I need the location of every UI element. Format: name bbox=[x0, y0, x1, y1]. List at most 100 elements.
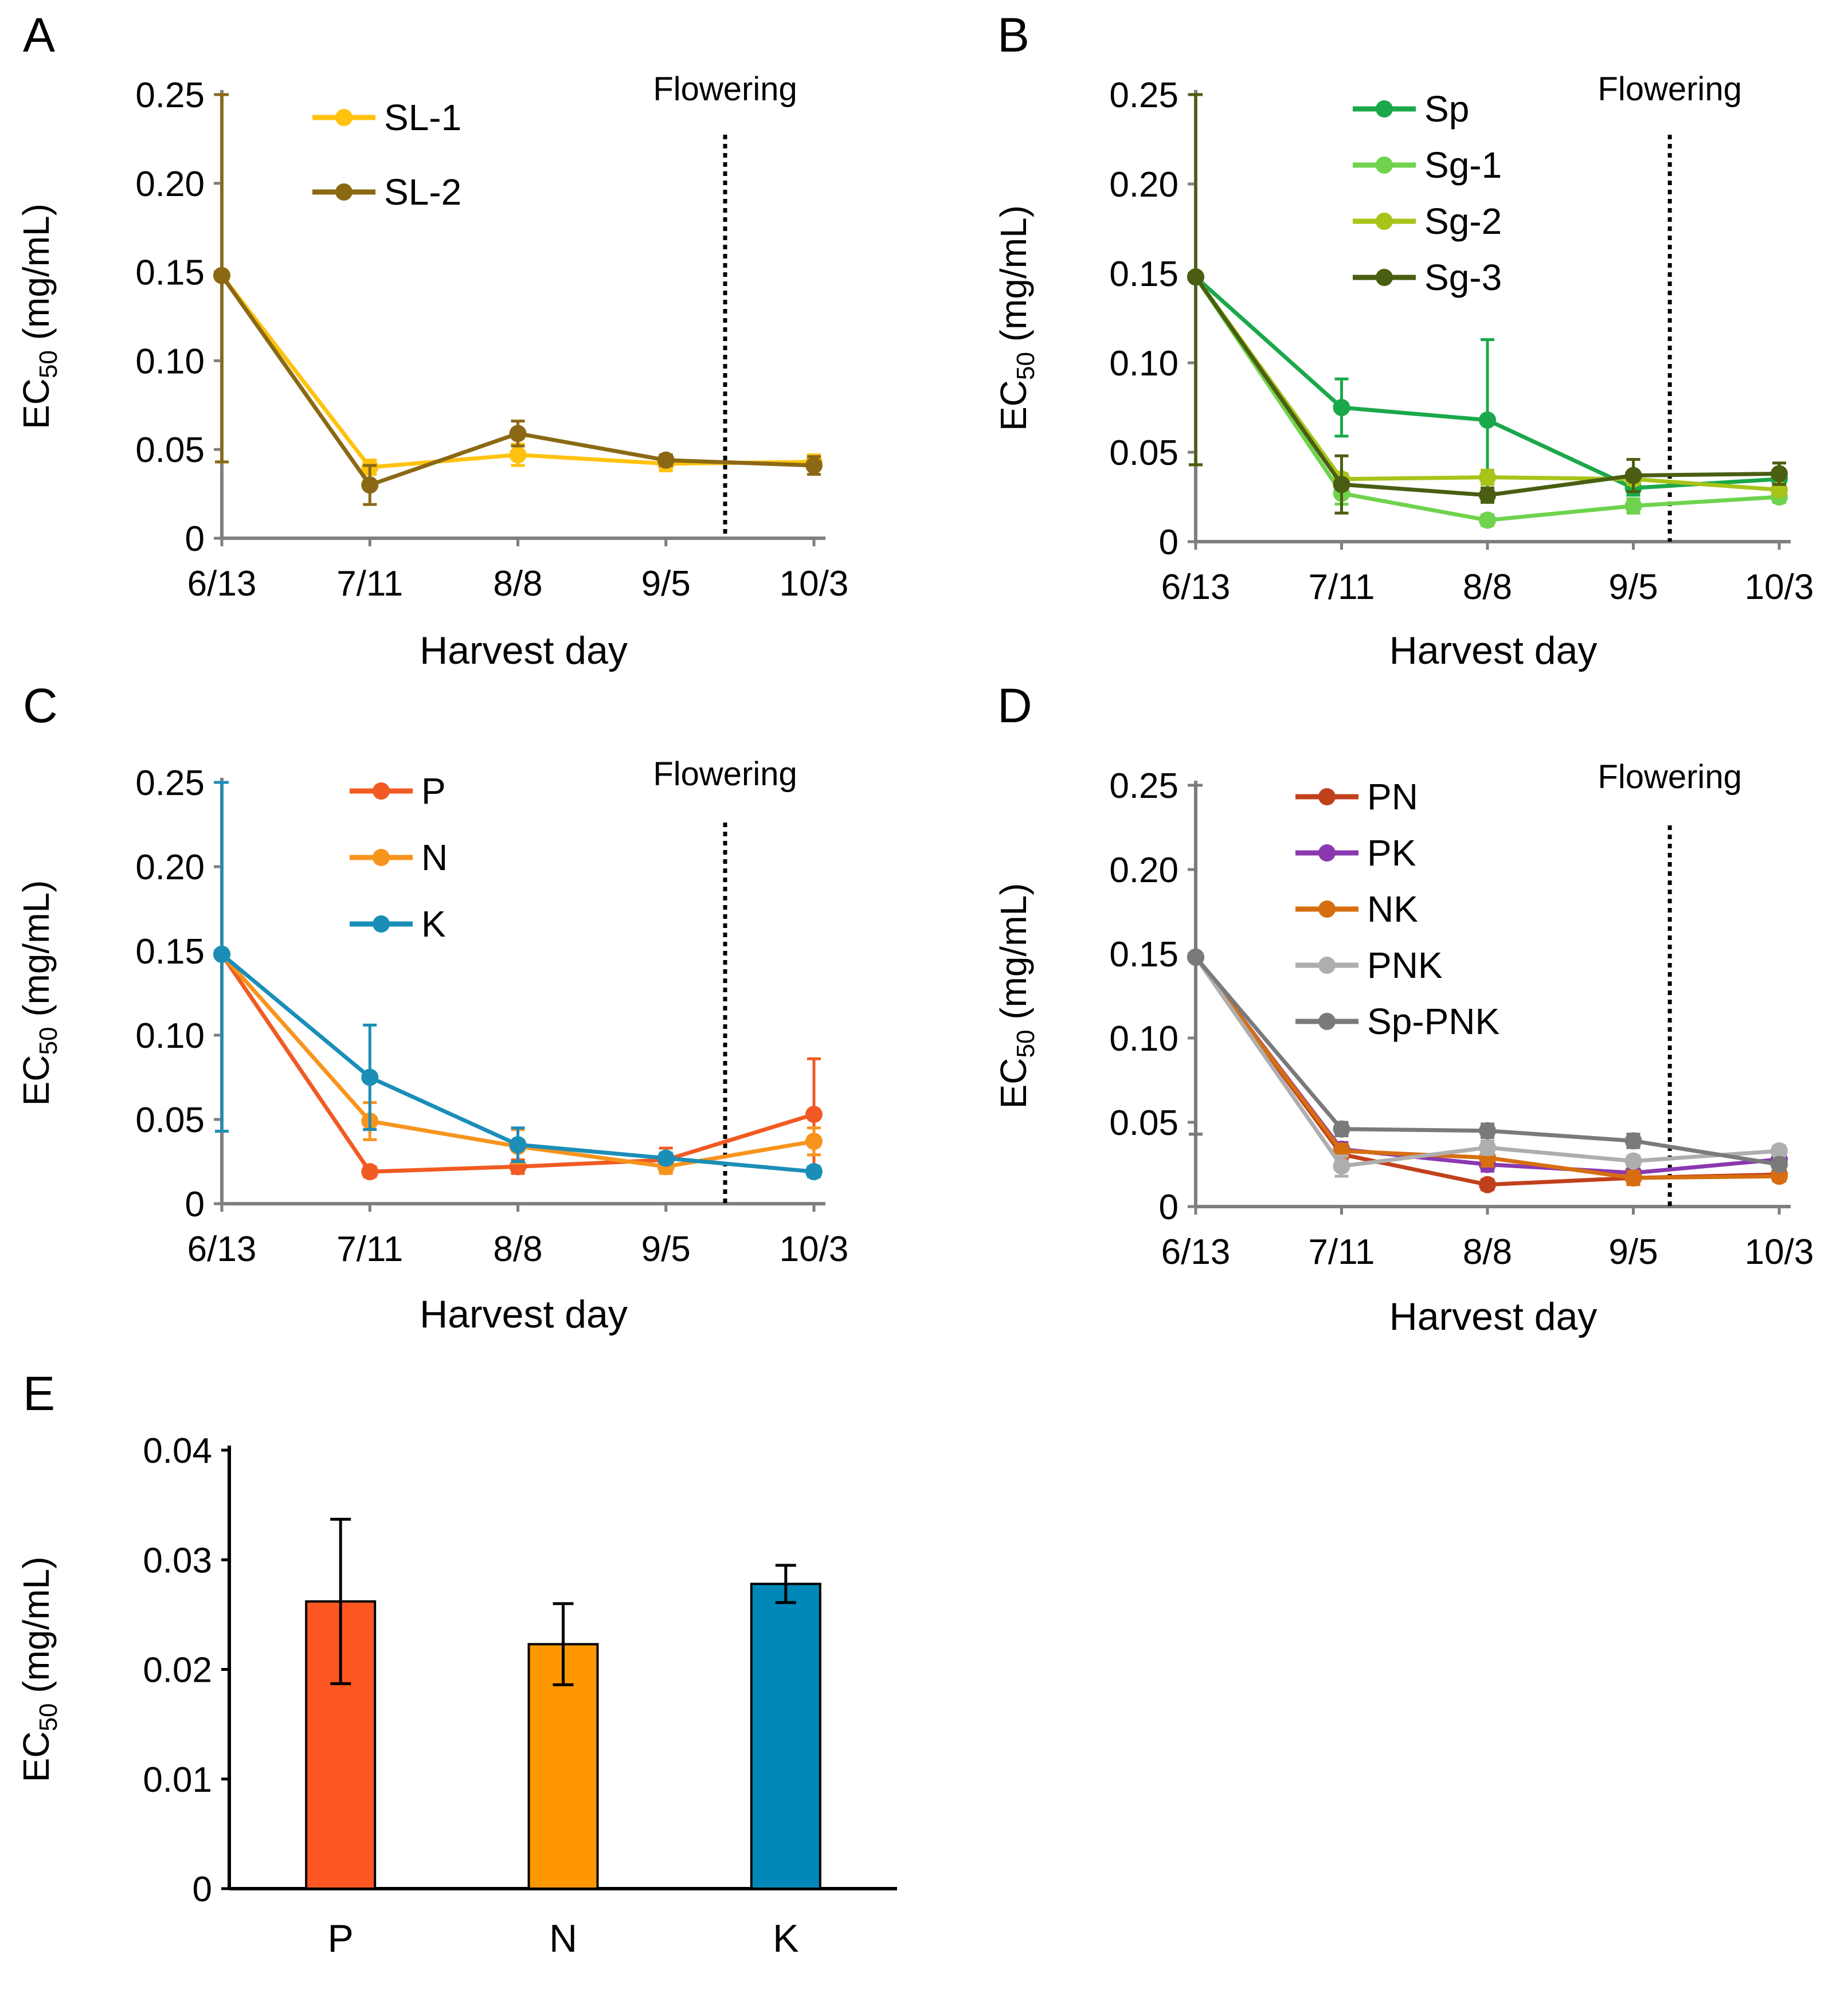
y-axis-title-sub: 50 bbox=[34, 1027, 62, 1055]
legend-label: PN bbox=[1367, 776, 1418, 817]
y-axis-title-main: EC bbox=[15, 1055, 57, 1106]
x-tick-label: 7/11 bbox=[1308, 567, 1375, 607]
x-axis-title: Harvest day bbox=[420, 1293, 628, 1336]
series-SL-2 bbox=[213, 93, 823, 506]
y-axis-title-sub: 50 bbox=[1012, 1030, 1040, 1058]
series-PK bbox=[1187, 784, 1788, 1182]
x-tick-label: N bbox=[549, 1917, 577, 1960]
legend-label: Sg-2 bbox=[1424, 201, 1502, 242]
x-tick-label: 8/8 bbox=[1463, 1232, 1512, 1272]
legend-label: PNK bbox=[1367, 945, 1443, 986]
data-point bbox=[1771, 1168, 1788, 1185]
legend-swatch-marker bbox=[373, 782, 390, 800]
panel-E: E 0 0.01 0.02 0.03 0.04 EC50 (mg/mL) P N K bbox=[15, 1366, 897, 1960]
y-tick-label: 0.15 bbox=[135, 253, 205, 293]
y-axis-title-unit: (mg/mL) bbox=[993, 205, 1034, 352]
legend-swatch-marker bbox=[1376, 269, 1393, 286]
legend-swatch-marker bbox=[1318, 844, 1336, 862]
y-tick-label: 0 bbox=[185, 1185, 205, 1224]
y-tick-label: 0.04 bbox=[143, 1431, 212, 1471]
y-tick-label: 0.15 bbox=[1109, 935, 1179, 974]
flowering-label: Flowering bbox=[1598, 758, 1741, 796]
legend-swatch-marker bbox=[1318, 957, 1336, 974]
y-tick-label: 0.25 bbox=[1109, 766, 1179, 806]
y-axis-title-unit: (mg/mL) bbox=[15, 880, 57, 1027]
x-tick-label: 7/11 bbox=[1308, 1232, 1375, 1272]
x-tick-label: 10/3 bbox=[780, 1229, 849, 1269]
y-tick-label: 0 bbox=[193, 1870, 212, 1909]
data-point bbox=[1479, 1139, 1496, 1157]
x-tick-label: 7/11 bbox=[336, 564, 403, 604]
series-SL-1 bbox=[213, 93, 823, 476]
legend-label: K bbox=[421, 903, 446, 945]
y-tick-label: 0.20 bbox=[135, 848, 205, 887]
x-tick-label: 10/3 bbox=[780, 564, 849, 604]
x-tick-label: 6/13 bbox=[187, 564, 257, 604]
y-tick-label: 0.02 bbox=[143, 1651, 212, 1690]
data-point bbox=[1479, 1122, 1496, 1139]
y-tick-label: 0.10 bbox=[1109, 344, 1179, 383]
legend-label: PK bbox=[1367, 832, 1416, 874]
x-tick-label: 8/8 bbox=[493, 564, 542, 604]
legend-swatch-marker bbox=[335, 109, 353, 126]
legend-swatch-marker bbox=[335, 183, 353, 201]
series-PNK bbox=[1187, 784, 1788, 1178]
y-tick-label: 0.15 bbox=[135, 932, 205, 972]
y-axis-title: EC50 (mg/mL) bbox=[15, 880, 62, 1106]
flowering-label: Flowering bbox=[1598, 71, 1741, 108]
y-axis-title: EC50 (mg/mL) bbox=[15, 203, 62, 429]
y-tick-label: 0.25 bbox=[1109, 76, 1179, 115]
data-point bbox=[213, 267, 230, 284]
legend-label: P bbox=[421, 770, 446, 812]
y-tick-label: 0.05 bbox=[1109, 1103, 1179, 1143]
y-axis-title-sub: 50 bbox=[34, 350, 62, 378]
y-tick-label: 0.05 bbox=[1109, 433, 1179, 473]
x-tick-label: 10/3 bbox=[1745, 567, 1814, 607]
legend-label: N bbox=[421, 837, 448, 878]
data-point bbox=[805, 1133, 823, 1150]
x-tick-label: 8/8 bbox=[493, 1229, 542, 1269]
data-point bbox=[1624, 467, 1642, 484]
y-tick-label: 0.10 bbox=[1109, 1019, 1179, 1059]
panel-letter-D: D bbox=[997, 679, 1032, 733]
legend-label: Sg-3 bbox=[1424, 257, 1502, 298]
flowering-label: Flowering bbox=[653, 71, 797, 108]
legend-label: SL-2 bbox=[384, 171, 461, 213]
data-point bbox=[1771, 1156, 1788, 1173]
flowering-label: Flowering bbox=[653, 755, 797, 793]
y-axis-title-sub: 50 bbox=[34, 1704, 62, 1732]
x-axis-title: Harvest day bbox=[1389, 1295, 1598, 1338]
data-point bbox=[509, 446, 527, 464]
series-K bbox=[213, 781, 823, 1181]
panel-letter-E: E bbox=[23, 1366, 55, 1420]
data-point bbox=[805, 1106, 823, 1123]
legend-label: Sp bbox=[1424, 88, 1469, 130]
data-point bbox=[1624, 497, 1642, 515]
data-point bbox=[1187, 948, 1204, 966]
legend-label: Sg-1 bbox=[1424, 144, 1502, 186]
panel-A: A 0 0.05 0.10 0.15 0.20 0.25 EC50 (mg/mL) 6/13 7/… bbox=[15, 8, 848, 672]
series-P bbox=[213, 781, 823, 1181]
legend-swatch-marker bbox=[1376, 213, 1393, 230]
x-tick-label: 9/5 bbox=[1608, 567, 1658, 607]
data-point bbox=[805, 457, 823, 475]
data-point bbox=[657, 451, 675, 469]
data-point bbox=[1624, 1152, 1642, 1170]
legend-swatch-marker bbox=[1318, 1013, 1336, 1030]
x-tick-label: 7/11 bbox=[336, 1229, 403, 1269]
y-axis-title: EC50 (mg/mL) bbox=[15, 1557, 62, 1783]
y-axis-title-sub: 50 bbox=[1012, 352, 1040, 380]
y-tick-label: 0 bbox=[185, 519, 205, 559]
x-tick-label: 6/13 bbox=[1161, 567, 1231, 607]
data-point bbox=[1479, 411, 1496, 429]
data-point bbox=[1333, 1157, 1350, 1175]
panel-C: C 0 0.05 0.10 0.15 0.20 0.25 EC50 (mg/mL) 6/13 7/… bbox=[15, 679, 848, 1336]
y-axis-title-main: EC bbox=[993, 1058, 1034, 1109]
data-point bbox=[1624, 1169, 1642, 1187]
series-Sg-3 bbox=[1187, 93, 1788, 515]
data-point bbox=[361, 1068, 379, 1086]
panel-letter-B: B bbox=[997, 8, 1029, 62]
series-Sp-PNK bbox=[1187, 784, 1788, 1173]
x-tick-label: 9/5 bbox=[641, 1229, 691, 1269]
